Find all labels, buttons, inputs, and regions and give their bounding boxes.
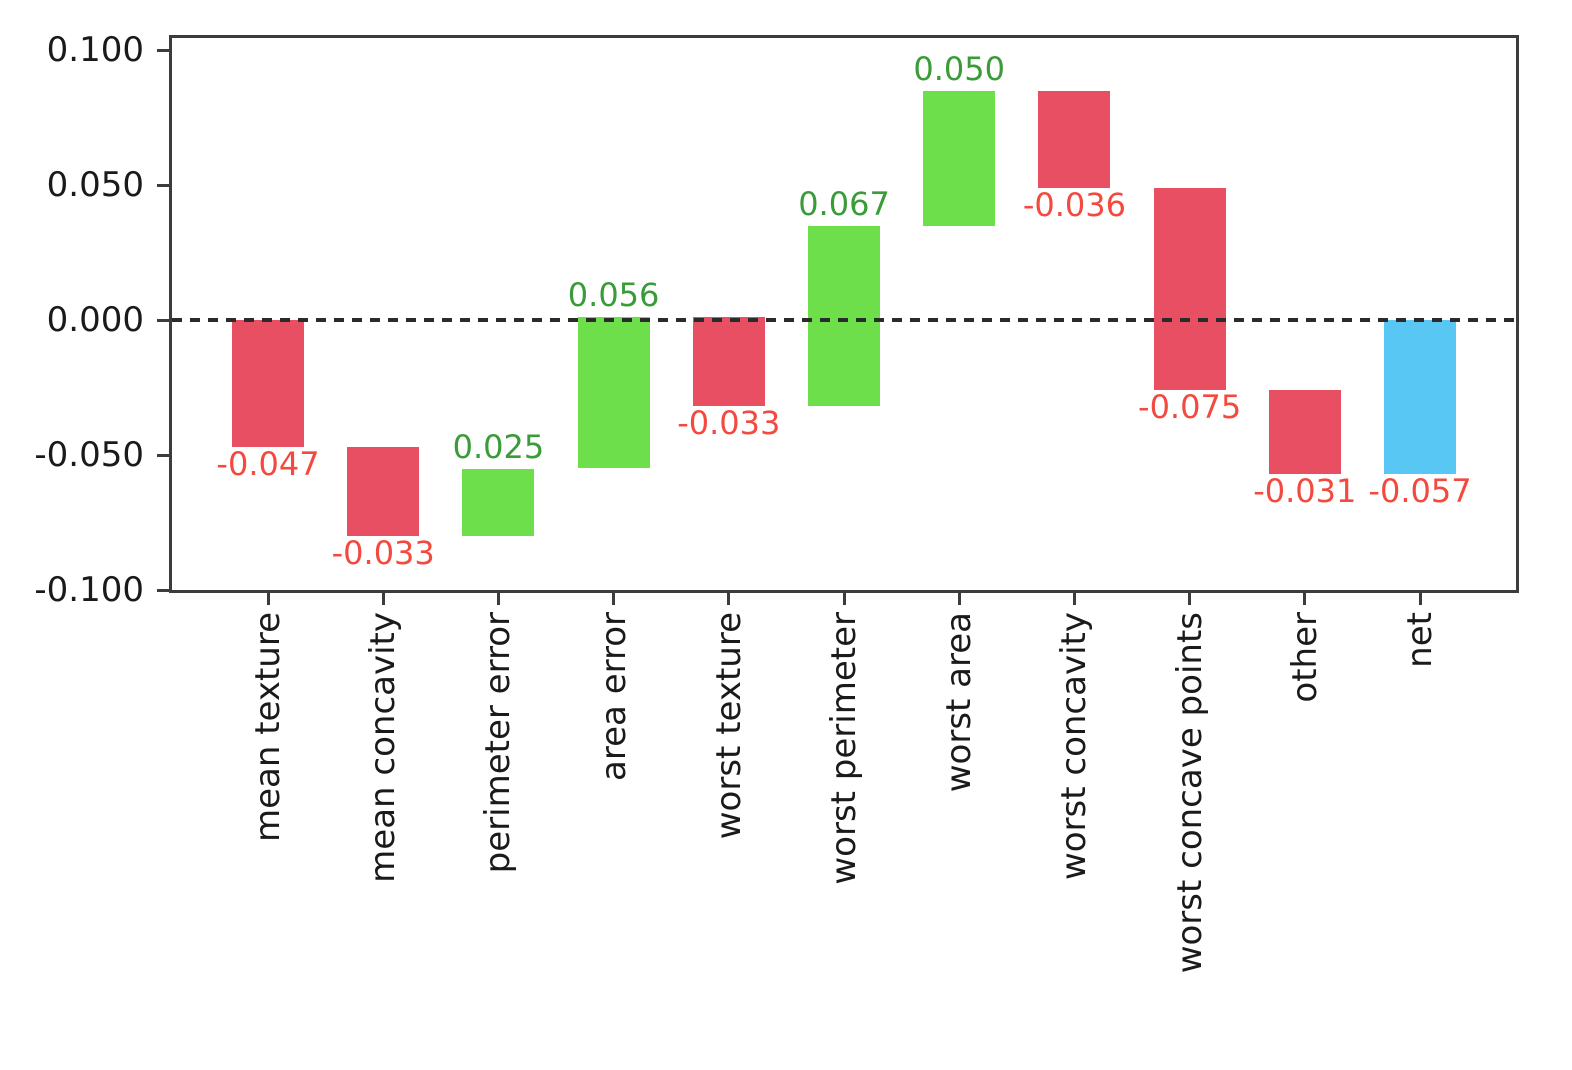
y-tick-mark [157,588,171,592]
y-tick-label: 0.000 [46,300,144,340]
x-tick-label-mean-texture: mean texture [248,612,288,843]
x-tick-mark [1072,591,1076,605]
bar-value-label-perimeter-error: 0.025 [452,427,545,466]
bar-value-label-worst-concavity: -0.036 [1022,185,1126,224]
bar-mean-concavity [347,446,420,536]
bar-worst-area [923,90,996,226]
bar-area-error [577,317,650,469]
x-tick-label-area-error: area error [593,612,634,781]
x-tick-label-perimeter-error: perimeter error [478,612,519,874]
y-tick-mark [157,453,171,457]
bar-worst-perimeter [808,225,880,407]
bar-value-label-mean-texture: -0.047 [216,444,320,483]
bar-other [1268,390,1341,474]
x-tick-mark [727,591,731,605]
y-tick-label: 0.050 [46,165,144,205]
x-tick-label-net: net [1400,612,1440,668]
bar-worst-texture [692,317,765,407]
bar-worst-concave-points [1153,187,1226,391]
x-tick-label-mean-concavity: mean concavity [363,612,404,883]
x-tick-mark [1303,591,1307,605]
x-tick-mark [842,591,846,605]
bar-value-label-worst-perimeter: 0.067 [798,184,890,223]
bar-value-label-area-error: 0.056 [567,276,660,315]
x-tick-label-other: other [1284,612,1325,703]
bar-value-label-mean-concavity: -0.033 [331,534,435,572]
x-tick-mark [612,591,616,605]
zero-dashed-line [172,318,1516,322]
bar-value-label-worst-area: 0.050 [913,49,1005,88]
y-tick-mark [157,318,171,322]
x-tick-mark [1418,591,1422,605]
x-tick-label-worst-texture: worst texture [708,612,749,840]
bar-net [1384,320,1456,474]
x-tick-mark [1188,591,1192,605]
bar-value-label-net: -0.057 [1368,471,1472,510]
x-tick-label-worst-area: worst area [939,612,980,793]
y-tick-label: -0.050 [34,435,144,475]
bar-perimeter-error [462,468,535,536]
x-tick-label-worst-perimeter: worst perimeter [824,612,864,885]
y-tick-mark [157,183,171,187]
y-tick-label: 0.100 [46,30,144,70]
bar-worst-concavity [1038,90,1111,188]
x-tick-mark [496,591,500,605]
x-tick-label-worst-concave-points: worst concave points [1169,612,1210,974]
x-tick-label-worst-concavity: worst concavity [1054,612,1095,881]
bar-value-label-worst-texture: -0.033 [677,404,781,443]
y-tick-label: -0.100 [34,570,144,610]
bar-mean-texture [232,320,304,447]
bar-value-label-other: -0.031 [1253,471,1357,510]
bar-value-label-worst-concave-points: -0.075 [1138,388,1242,427]
x-tick-mark [957,591,961,605]
x-tick-mark [266,591,270,605]
x-tick-mark [381,591,385,605]
y-tick-mark [157,48,171,52]
